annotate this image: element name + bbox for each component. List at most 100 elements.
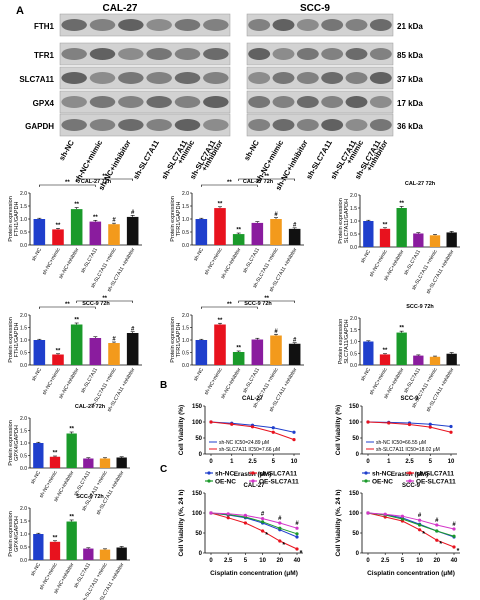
data-point <box>449 430 453 434</box>
chart-title: CAL-27 72h <box>243 179 274 185</box>
y-tick-label: 150 <box>349 491 360 497</box>
bar <box>288 343 301 365</box>
y-tick-label: 1.0 <box>350 340 357 346</box>
significance-mark: ** <box>74 202 79 208</box>
blot-band <box>61 72 87 84</box>
blot-band <box>89 48 116 60</box>
legend-label: sh-NC IC50=66.55 μM <box>376 440 426 446</box>
comparison-bracket <box>39 306 96 309</box>
bar-chart-b7: CAL-27 72h Protein expression GPX4/GAPDH0.… <box>8 404 130 516</box>
y-tick-label: 0.5 <box>20 351 27 357</box>
bar <box>195 340 208 365</box>
significance-mark: * <box>422 531 425 538</box>
data-point <box>226 512 230 516</box>
chart-title: SCC-9 72h <box>82 301 110 307</box>
x-tick-label: 2.5 <box>381 558 390 564</box>
blot-band <box>248 72 271 84</box>
bar <box>195 219 208 245</box>
comparison-bracket <box>201 184 258 187</box>
data-point <box>295 526 299 530</box>
y-tick-label: 1.0 <box>20 338 27 344</box>
y-tick-label: 0 <box>356 551 360 557</box>
significance-mark: ** <box>69 514 74 520</box>
bracket-label: ** <box>227 180 232 186</box>
y-axis-label: Protein expression <box>170 196 176 242</box>
data-point <box>452 534 456 538</box>
significance-mark: # <box>261 512 265 518</box>
significance-mark: ** <box>53 535 58 541</box>
y-tick-label: 1.0 <box>20 441 27 447</box>
y-axis-label: SLC7A11/GAPDH <box>344 319 350 363</box>
blot-band <box>118 96 144 108</box>
x-tick-label: sh-NC <box>31 367 43 383</box>
bar <box>49 541 61 560</box>
significance-mark: ** <box>383 348 388 354</box>
data-point <box>295 547 299 551</box>
blot-band <box>89 72 116 84</box>
blot-band <box>321 119 344 131</box>
legend-marker <box>251 471 255 475</box>
legend-marker <box>207 479 211 483</box>
legend-marker <box>364 471 368 475</box>
data-point <box>278 526 282 530</box>
legend-label: sh-NC <box>215 471 234 478</box>
y-tick-label: 0 <box>356 452 360 458</box>
x-tick-label: 0 <box>366 558 370 564</box>
data-point <box>418 518 422 522</box>
significance-mark: ** <box>218 201 223 207</box>
lane-label: sh-SLC7A11 <box>131 139 161 181</box>
data-point <box>428 422 432 426</box>
x-tick-label: sh-NC+mimic <box>203 367 224 397</box>
blot-band <box>146 19 172 31</box>
blot-band <box>345 72 368 84</box>
bar <box>126 333 139 365</box>
significance-mark: ** <box>69 427 74 433</box>
y-axis-label: TFR1/GAPDH <box>176 323 182 358</box>
y-axis-label: Cell Viability (%) <box>335 405 342 455</box>
blot-band <box>321 72 344 84</box>
x-tick-label: sh-NC+inhibitor <box>58 247 81 280</box>
y-tick-label: 1.0 <box>20 217 27 223</box>
x-tick-label: 5 <box>272 459 276 465</box>
bar <box>413 233 424 247</box>
y-tick-label: 2.0 <box>20 313 27 319</box>
legend-label: OE-NC <box>372 479 393 486</box>
blot-band <box>118 19 144 31</box>
blot-band <box>118 72 144 84</box>
blot-band <box>89 19 116 31</box>
panel-label-a: A <box>16 5 24 17</box>
bar <box>49 456 61 468</box>
x-tick-label: 5 <box>401 558 405 564</box>
bar <box>108 343 120 365</box>
blot-band <box>296 48 319 60</box>
bar <box>363 341 374 365</box>
blot-band <box>369 96 392 108</box>
significance-mark: # <box>435 518 439 524</box>
blot-band <box>272 48 295 60</box>
significance-mark: ** <box>399 326 404 332</box>
x-tick-label: sh-NC <box>360 249 372 265</box>
data-point <box>209 420 213 424</box>
data-point <box>366 511 370 515</box>
y-tick-label: 0 <box>199 551 203 557</box>
bar <box>99 458 111 468</box>
significance-mark: # <box>112 218 116 224</box>
bracket-label: ** <box>102 296 107 302</box>
blot-band <box>61 96 87 108</box>
data-point <box>418 523 422 527</box>
bracket-label: ** <box>65 180 70 186</box>
bar-chart-b5: SCC-9 72h Protein expression TFR1/GAPDH0.0… <box>170 296 304 413</box>
panel-label-c: C <box>160 464 167 475</box>
y-tick-label: 1.0 <box>182 338 189 344</box>
y-tick-label: 100 <box>192 420 203 426</box>
data-point <box>295 532 299 536</box>
series-line <box>210 512 298 535</box>
blot-band <box>118 119 144 131</box>
bar-chart-b6: SCC-9 72h Protein expression SLC7A11/GAPDH… <box>338 304 460 413</box>
bracket-label: ** <box>264 174 269 180</box>
data-point <box>209 511 213 515</box>
blot-band <box>203 19 229 31</box>
y-tick-label: 50 <box>195 531 202 537</box>
bar <box>52 354 64 365</box>
bar <box>413 355 424 365</box>
